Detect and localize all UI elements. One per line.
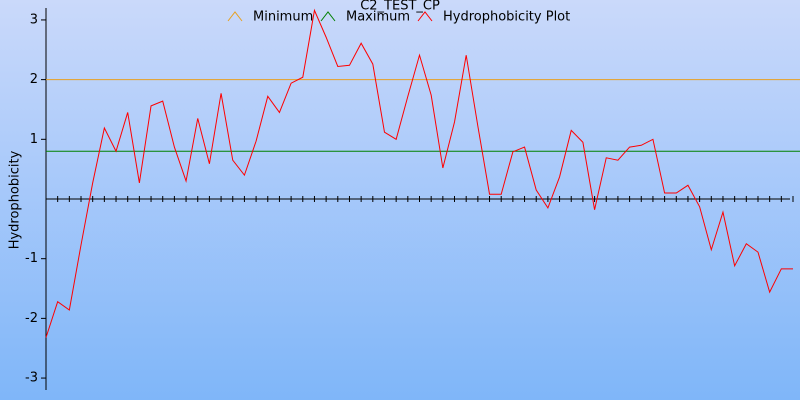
data-line [45,8,793,338]
legend-icon [227,11,243,22]
y-tick-label: 2 [30,72,38,87]
y-tick-label: 1 [30,132,38,147]
legend-label: Minimum [253,10,313,25]
legend-label: Hydrophobicity Plot [443,10,570,25]
legend-label: Maximum [346,10,410,25]
legend-icon [320,11,336,22]
y-tick-label: 3 [30,12,38,27]
y-tick-label: -3 [25,371,38,386]
chart-title: C2_TEST_CP [360,0,440,14]
y-tick-label: -1 [25,251,38,266]
y-axis-label: Hydrophobicity [8,150,23,249]
y-tick-label: -2 [25,311,38,326]
legend-icon [417,11,433,22]
